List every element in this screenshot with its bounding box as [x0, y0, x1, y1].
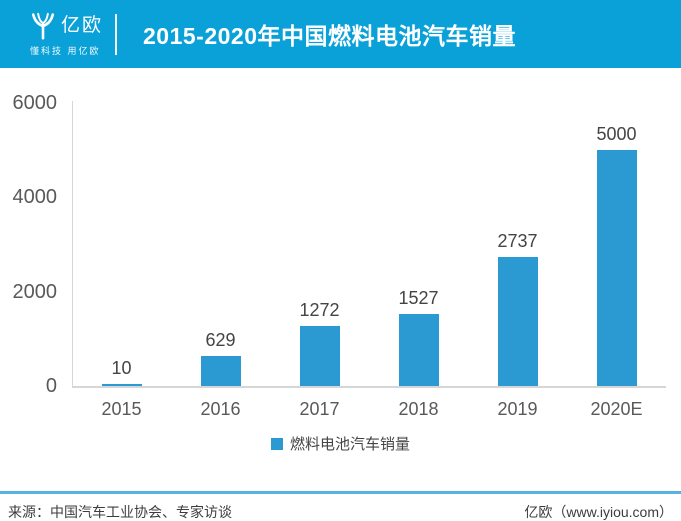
bar-2016 [200, 356, 241, 386]
bar-2017 [299, 326, 340, 386]
header-divider [115, 14, 117, 55]
y-axis-line [72, 101, 73, 387]
x-axis-label: 2017 [299, 399, 340, 419]
plot-area: 10 629 1272 1527 2737 5000 [72, 103, 666, 386]
bar-value-label: 5000 [596, 124, 637, 145]
header-banner: 亿欧 懂科技 用亿欧 2015-2020年中国燃料电池汽车销量 [0, 0, 681, 68]
legend-label: 燃料电池汽车销量 [289, 436, 410, 453]
bar-2018 [398, 313, 439, 386]
y-axis-tick-label: 0 [45, 375, 57, 397]
bar-2019 [497, 256, 538, 386]
credit-text: 亿欧（www.iyiou.com） [524, 504, 673, 520]
x-axis-label: 2020E [590, 399, 643, 419]
bar-value-label: 2737 [497, 230, 538, 251]
bar-2020E [596, 150, 637, 386]
yiou-sprout-icon [31, 12, 55, 40]
y-axis-tick-label: 6000 [12, 92, 58, 114]
x-axis-label: 2015 [101, 399, 142, 419]
y-axis-tick-label: 4000 [12, 186, 58, 209]
chart-title: 2015-2020年中国燃料电池汽车销量 [143, 23, 516, 49]
brand-tagline: 懂科技 用亿欧 [30, 46, 101, 56]
bar-value-label: 629 [205, 330, 236, 351]
x-axis-line [72, 386, 666, 388]
legend-swatch [270, 437, 283, 450]
x-axis-label: 2016 [200, 399, 241, 419]
brand-name: 亿欧 [61, 15, 104, 36]
bar-value-label: 1527 [398, 287, 439, 308]
x-axis-label: 2019 [497, 399, 538, 419]
footer-rule [0, 491, 681, 494]
y-axis-tick-label: 2000 [12, 280, 58, 303]
bar-value-label: 1272 [299, 300, 340, 321]
source-text: 来源：中国汽车工业协会、专家访谈 [8, 504, 232, 520]
x-axis-label: 2018 [398, 399, 439, 419]
x-axis: 2015 2016 2017 2018 2019 2020E [72, 399, 666, 423]
bar-2015 [101, 383, 142, 386]
brand-logo: 亿欧 懂科技 用亿欧 [30, 12, 115, 60]
bar-value-label: 10 [111, 357, 132, 378]
legend: 燃料电池汽车销量 [0, 433, 681, 454]
